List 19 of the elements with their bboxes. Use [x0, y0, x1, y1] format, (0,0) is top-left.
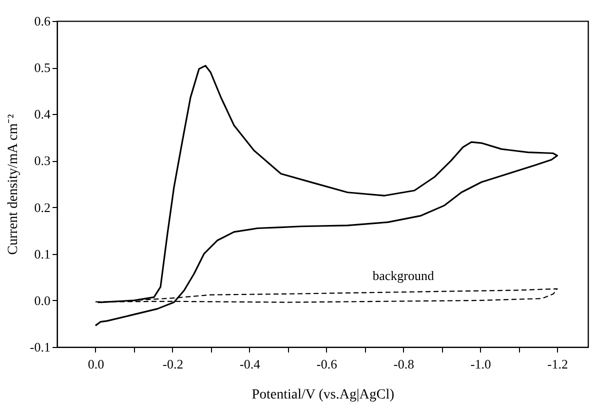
y-tick-label: 0.3: [34, 153, 50, 168]
y-axis-title: Current density/mA cm⁻²: [6, 114, 21, 255]
y-tick-label: 0.5: [34, 60, 50, 76]
x-tick-label: -0.8: [394, 356, 414, 372]
x-tick-label: -0.6: [316, 356, 338, 372]
line-series: [94, 64, 558, 326]
series-label: background: [372, 268, 434, 284]
y-tick-label: 0.1: [34, 246, 50, 262]
x-tick-label: 0.0: [88, 356, 104, 372]
y-tick-label: 0.6: [34, 14, 51, 28]
y-tick-label: -0.1: [30, 340, 50, 354]
x-axis-title: Potential/V (vs.Ag|AgCl): [252, 388, 395, 402]
y-tick-label: 0.0: [34, 292, 50, 308]
x-tick-label: -1.0: [470, 356, 492, 372]
y-tick-label: 0.4: [34, 106, 51, 122]
x-tick-label: -0.2: [162, 356, 184, 372]
y-tick-label: 0.2: [34, 200, 50, 215]
x-tick-label: -1.2: [547, 356, 568, 372]
x-tick-label: -0.4: [240, 356, 261, 372]
